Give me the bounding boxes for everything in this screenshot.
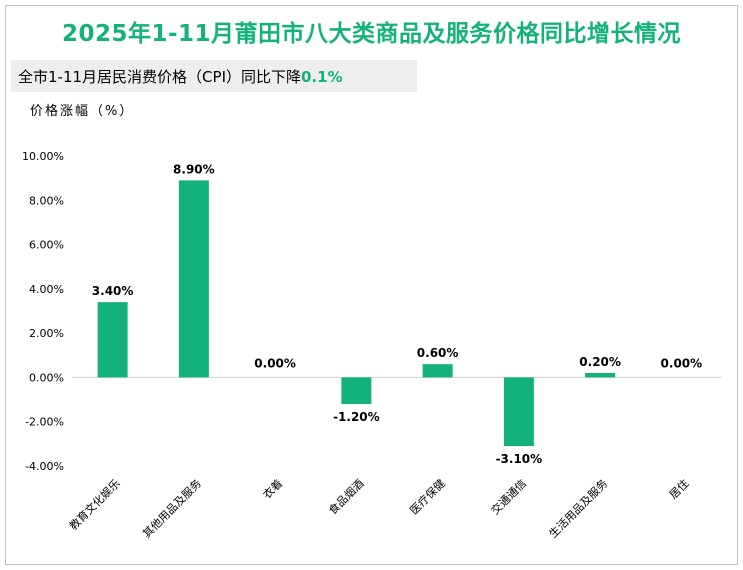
data-label: 8.90% (173, 162, 215, 176)
category-label: 教育文化娱乐 (66, 476, 123, 533)
data-label: -1.20% (333, 410, 380, 424)
y-tick-label: 10.00% (22, 150, 64, 163)
bars-layer (97, 180, 616, 447)
category-label: 其他用品及服务 (140, 477, 204, 541)
data-label: 0.20% (579, 355, 621, 369)
y-tick-label: 0.00% (29, 371, 64, 384)
category-label: 交通通信 (488, 476, 529, 517)
y-tick-label: -2.00% (25, 416, 64, 429)
y-tick-label: 2.00% (29, 327, 64, 340)
labels-layer: 3.40% 教育文化娱乐 8.90% 其他用品及服务 0.00% 衣着 -1.20% 食品烟酒… (66, 162, 702, 540)
bar (97, 302, 128, 378)
subtitle-box (11, 60, 417, 92)
y-tick-label: 6.00% (29, 239, 64, 252)
category-label: 衣着 (260, 476, 285, 501)
subtitle-text: 全市1-11月居民消费价格（CPI）同比下降 (18, 68, 301, 86)
chart-title: 2025年1-11月莆田市八大类商品及服务价格同比增长情况 (61, 21, 682, 47)
data-label: 0.00% (661, 356, 703, 370)
chart-frame (5, 5, 738, 565)
bar (178, 180, 209, 378)
subtitle: 全市1-11月居民消费价格（CPI）同比下降0.1% (18, 66, 343, 87)
subtitle-value: 0.1% (301, 68, 343, 86)
data-label: 3.40% (92, 284, 134, 298)
category-label: 医疗保健 (407, 476, 448, 517)
bar (503, 377, 534, 447)
bar (585, 373, 616, 378)
y-tick-label: 8.00% (29, 194, 64, 207)
data-label: 0.60% (417, 346, 459, 360)
y-tick-label: 4.00% (29, 283, 64, 296)
y-tick-label: -4.00% (25, 460, 64, 473)
category-label: 居住 (666, 476, 691, 501)
y-axis-label: 价格涨幅（%） (30, 104, 135, 119)
data-label: -3.10% (496, 452, 543, 466)
bar (422, 364, 453, 378)
data-label: 0.00% (254, 356, 296, 370)
category-label: 生活用品及服务 (546, 476, 610, 540)
category-label: 食品烟酒 (325, 476, 366, 517)
bar (341, 377, 372, 404)
